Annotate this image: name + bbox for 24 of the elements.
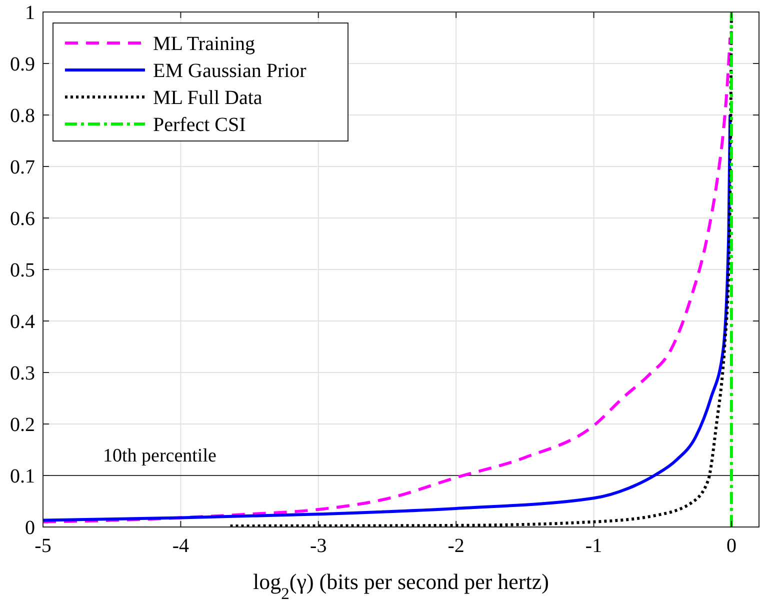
x-tick-label: -1 [585,535,602,557]
y-tick-label: 0.3 [10,362,35,384]
y-tick-label: 0.1 [10,466,35,488]
legend-label: ML Full Data [153,87,262,109]
y-tick-label: 0.9 [10,54,35,76]
x-tick-label: -2 [448,535,464,557]
legend-label: EM Gaussian Prior [153,60,307,82]
y-tick-label: 0.4 [10,311,35,333]
y-tick-label: 0.5 [10,260,35,282]
x-tick-label: -4 [172,535,190,557]
legend-label: ML Training [153,33,256,55]
y-tick-label: 1 [25,2,35,24]
y-tick-label: 0.7 [10,156,35,178]
y-tick-label: 0.8 [10,105,35,127]
x-tick-label: 0 [726,535,736,557]
ref-line-label: 10th percentile [103,446,216,466]
x-tick-label: -3 [310,535,327,557]
y-tick-label: 0.6 [10,208,35,230]
x-axis-title: log$_{2}$(γ) (bits per second per hertz) [253,569,549,602]
legend-label: Perfect CSI [153,114,246,136]
y-tick-label: 0.2 [10,414,35,436]
y-tick-label: 0 [25,517,35,539]
line-series [42,36,732,524]
x-tick-label: -5 [34,535,52,557]
